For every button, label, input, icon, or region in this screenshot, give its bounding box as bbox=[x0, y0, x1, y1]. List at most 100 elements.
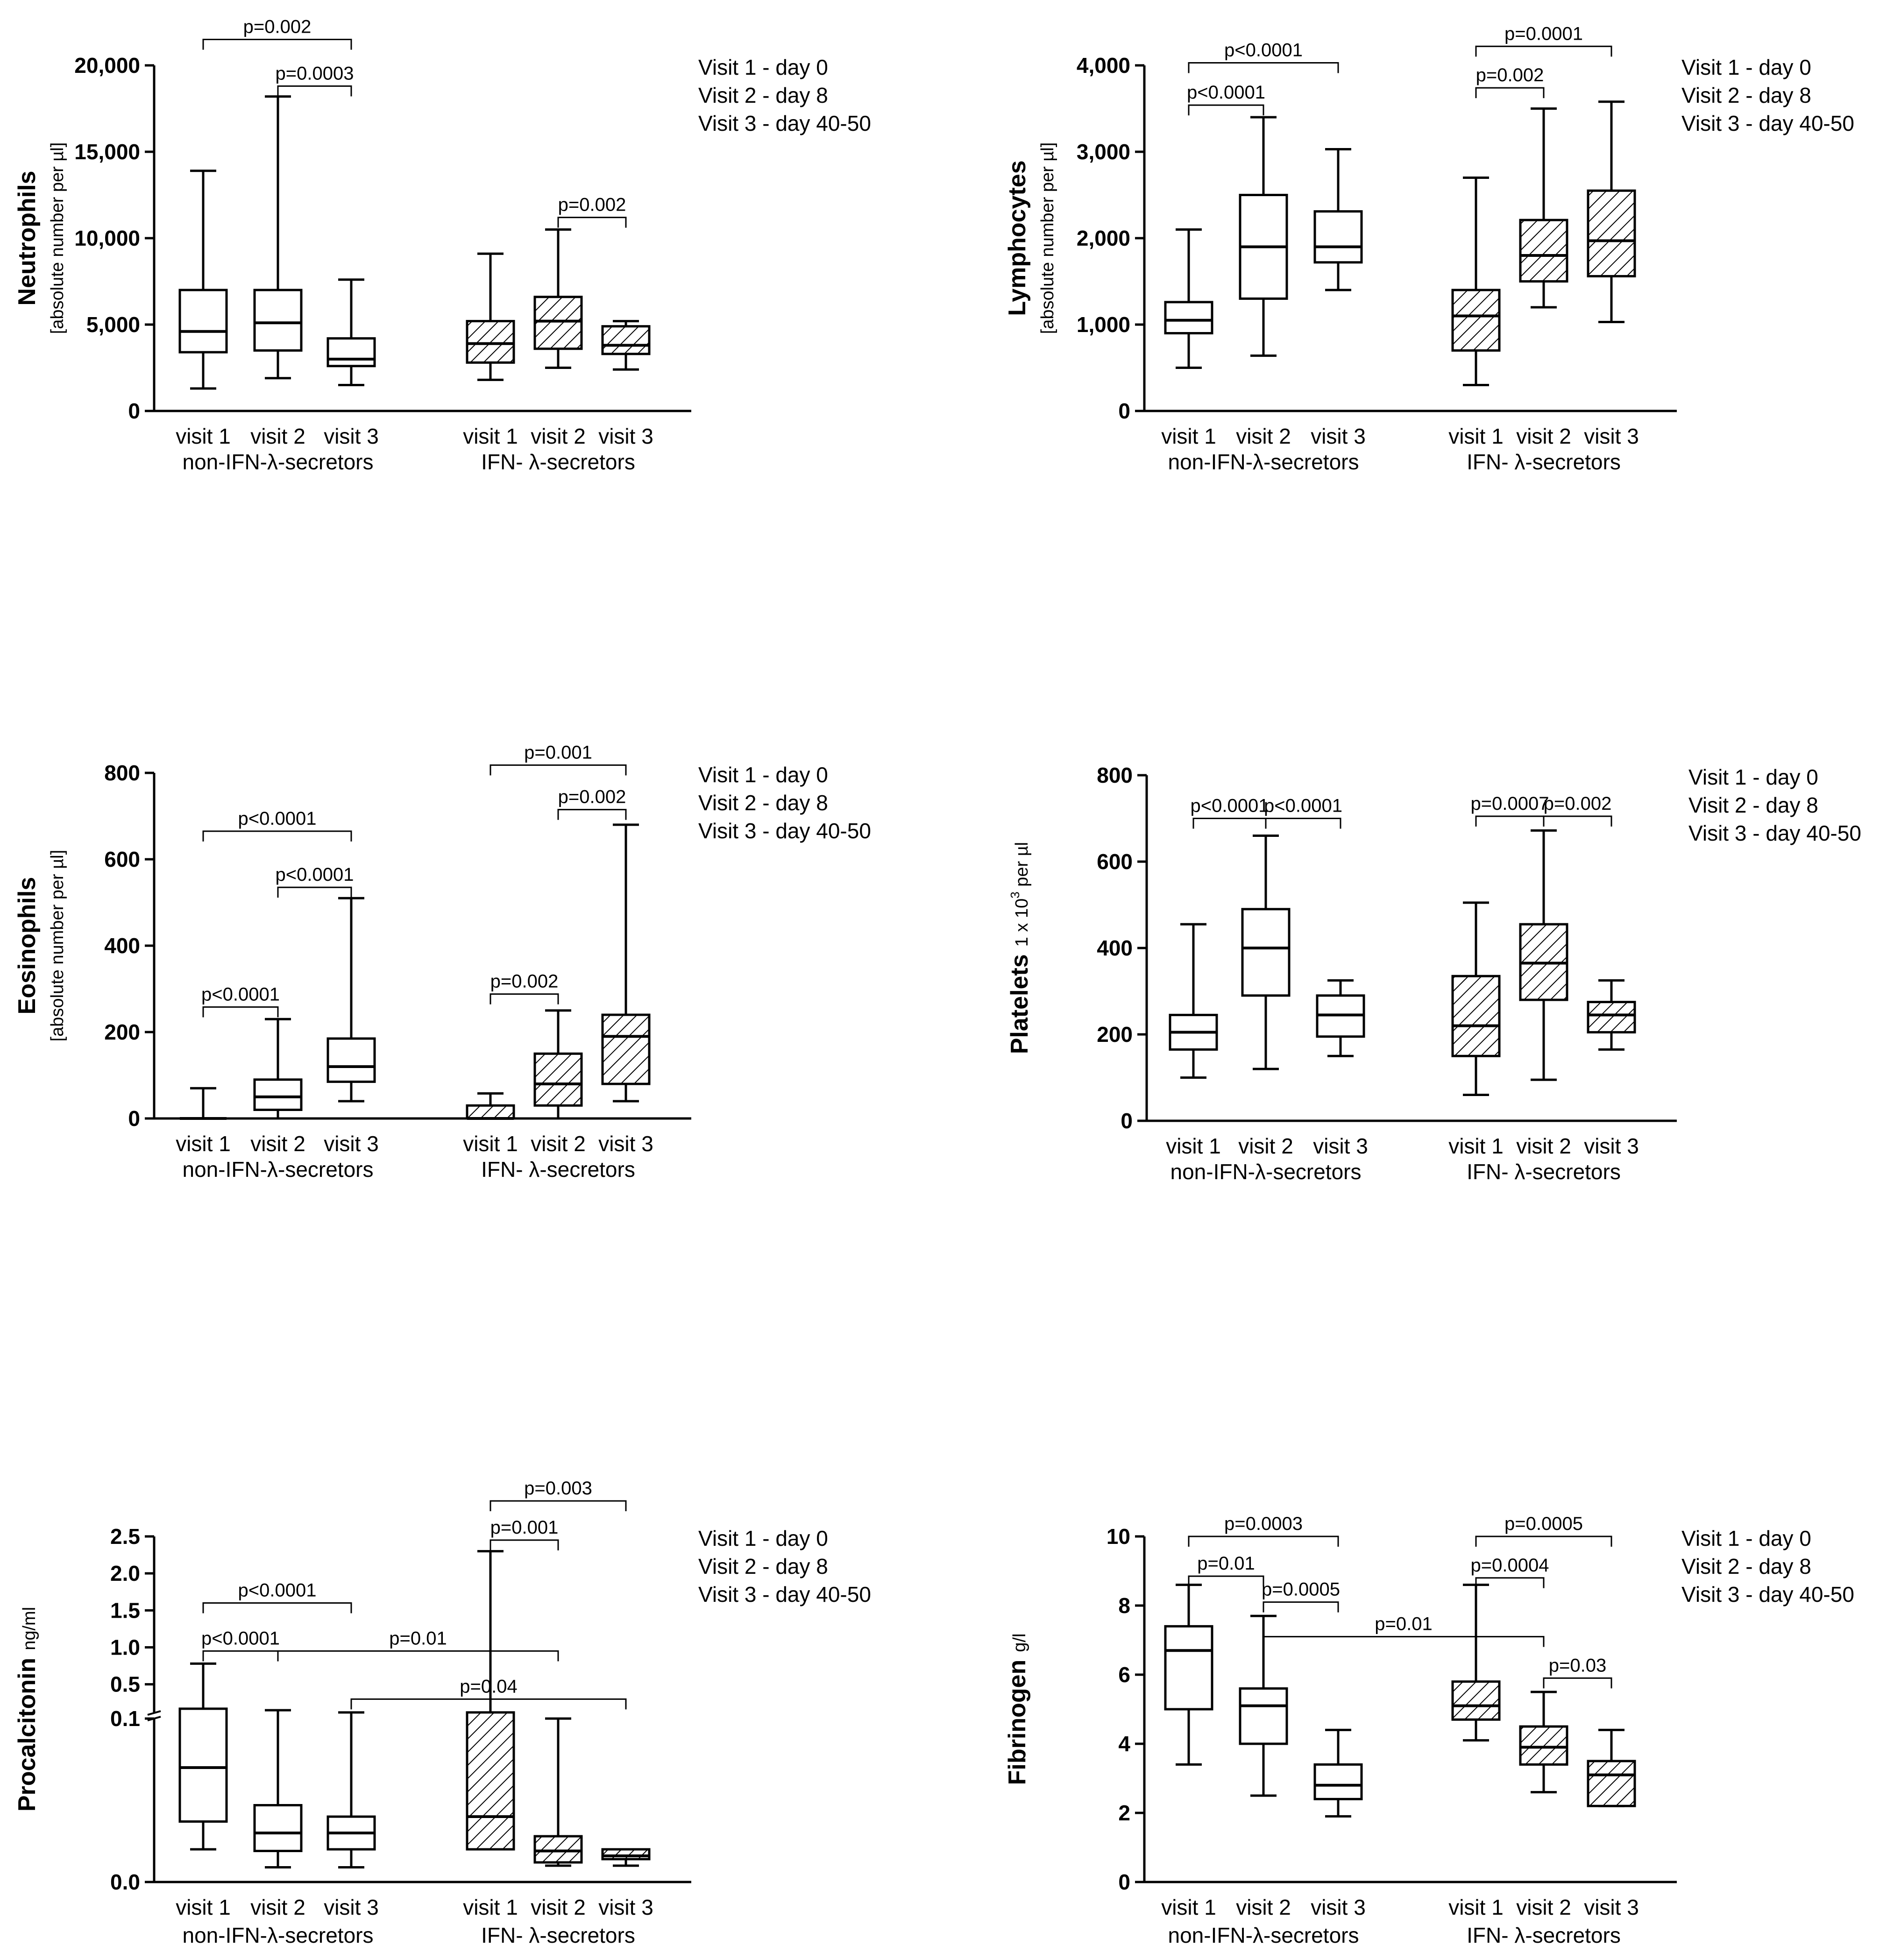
significance-bracket: p=0.04 bbox=[350, 1676, 627, 1710]
x-category-label: visit 2 bbox=[1516, 424, 1571, 448]
group-label: IFN- λ-secretors bbox=[481, 1157, 635, 1182]
significance-bracket: p<0.0001 bbox=[1187, 82, 1265, 116]
significance-bracket: p=0.003 bbox=[489, 1478, 627, 1511]
box-iqr bbox=[253, 1078, 303, 1111]
box-iqr bbox=[533, 1052, 583, 1107]
box-3 bbox=[1313, 1728, 1363, 1818]
x-category-label: visit 2 bbox=[1238, 1134, 1293, 1158]
panel-neutrophils: 0 5,000 10,000 15,000 20,000 Neutrophils [abso… bbox=[14, 17, 871, 474]
y-tick-label: 200 bbox=[1097, 1022, 1133, 1047]
y-tick-label: 0 bbox=[128, 1106, 140, 1131]
x-category-label: visit 3 bbox=[598, 1132, 653, 1156]
y-tick-label: 10 bbox=[1107, 1524, 1130, 1549]
significance-bracket: p=0.0005 bbox=[1475, 1514, 1612, 1547]
x-category-label: visit 2 bbox=[1236, 1895, 1291, 1919]
legend-entry: Visit 2 - day 8 bbox=[1688, 793, 1818, 817]
box-1 bbox=[1164, 1584, 1213, 1766]
box-iqr bbox=[533, 1835, 583, 1864]
x-category-label: visit 3 bbox=[1584, 1134, 1639, 1158]
box-4 bbox=[466, 252, 515, 381]
x-category-label: visit 3 bbox=[324, 1895, 379, 1919]
group-label: IFN- λ-secretors bbox=[481, 450, 635, 474]
x-category-label: visit 3 bbox=[598, 424, 653, 448]
box-5 bbox=[1519, 829, 1568, 1081]
box-4 bbox=[1451, 177, 1501, 386]
significance-bracket: p=0.001 bbox=[489, 742, 627, 776]
y-axis-label: Platelets1 x 103 per µl bbox=[1006, 842, 1033, 1054]
group-label: IFN- λ-secretors bbox=[1467, 1160, 1621, 1184]
box-3 bbox=[1313, 148, 1363, 291]
y-tick-label: 20,000 bbox=[74, 53, 140, 78]
group-label: non-IFN-λ-secretors bbox=[1170, 1160, 1362, 1184]
significance-bracket: p=0.0007 bbox=[1471, 793, 1549, 827]
panel-platelets: 0 200 400 600 800 Platelets1 x 103 per µl visi… bbox=[1006, 763, 1861, 1184]
x-category-label: visit 3 bbox=[324, 424, 379, 448]
y-tick-label: 8 bbox=[1118, 1593, 1130, 1618]
box-3 bbox=[326, 278, 376, 386]
box-6 bbox=[601, 1848, 651, 1867]
significance-bracket: p<0.0001 bbox=[1188, 40, 1339, 73]
x-category-label: visit 1 bbox=[1448, 424, 1504, 448]
y-axis-label: Fibrinogeng/l bbox=[1004, 1634, 1031, 1785]
significance-bracket: p<0.0001 bbox=[202, 1580, 352, 1613]
legend-entry: Visit 3 - day 40-50 bbox=[698, 1582, 871, 1606]
box-1 bbox=[178, 1662, 228, 1851]
p-value-label: p=0.0003 bbox=[276, 63, 354, 84]
x-category-label: visit 2 bbox=[250, 1132, 305, 1156]
y-axis-label: Lymphocytes bbox=[1004, 160, 1031, 316]
box-2 bbox=[253, 1018, 303, 1120]
legend-entry: Visit 1 - day 0 bbox=[1681, 1526, 1811, 1550]
box-iqr bbox=[1451, 1680, 1501, 1721]
box-iqr bbox=[253, 1804, 303, 1852]
p-value-label: p<0.0001 bbox=[238, 808, 317, 829]
significance-bracket: p<0.0001 bbox=[1264, 796, 1342, 829]
significance-bracket: p=0.002 bbox=[1543, 793, 1612, 827]
p-value-label: p=0.04 bbox=[460, 1676, 517, 1697]
y-tick-label: 6 bbox=[1118, 1663, 1130, 1687]
significance-bracket: p=0.002 bbox=[489, 971, 559, 1005]
significance-bracket: p=0.0001 bbox=[1475, 23, 1612, 57]
box-4 bbox=[466, 1550, 515, 1851]
y-tick-label: 4 bbox=[1118, 1732, 1130, 1756]
box-1 bbox=[178, 170, 228, 390]
box-6 bbox=[1587, 1728, 1636, 1807]
x-category-label: visit 3 bbox=[1584, 1895, 1639, 1919]
y-tick-label: 2,000 bbox=[1077, 226, 1130, 250]
p-value-label: p<0.0001 bbox=[238, 1580, 317, 1601]
significance-bracket: p<0.0001 bbox=[202, 808, 352, 842]
box-5 bbox=[533, 1009, 583, 1120]
box-1 bbox=[180, 1087, 227, 1120]
legend-entry: Visit 2 - day 8 bbox=[698, 83, 828, 107]
p-value-label: p=0.01 bbox=[1375, 1614, 1432, 1635]
p-value-label: p=0.03 bbox=[1549, 1655, 1606, 1676]
x-category-label: visit 1 bbox=[176, 1895, 231, 1919]
y-tick-label: 0.5 bbox=[110, 1672, 140, 1697]
y-axis-unit: [absolute number per µl] bbox=[48, 850, 67, 1042]
x-category-label: visit 3 bbox=[598, 1895, 653, 1919]
p-value-label: p=0.002 bbox=[1476, 65, 1544, 85]
box-iqr bbox=[1519, 1725, 1568, 1766]
y-tick-label: 2.5 bbox=[110, 1524, 140, 1549]
p-value-label: p=0.001 bbox=[490, 1517, 559, 1538]
panel-procalcitonin: 0.0 0.1 0.5 1.0 1.5 2.0 2.5 Procalcitoninng/ml v… bbox=[14, 1478, 871, 1947]
p-value-label: p=0.0004 bbox=[1471, 1555, 1549, 1576]
p-value-label: p=0.002 bbox=[490, 971, 559, 992]
group-label: IFN- λ-secretors bbox=[1467, 450, 1621, 474]
y-tick-label: 2.0 bbox=[110, 1561, 140, 1585]
group-label: non-IFN-λ-secretors bbox=[183, 450, 374, 474]
legend-entry: Visit 3 - day 40-50 bbox=[1688, 821, 1861, 845]
x-category-label: visit 1 bbox=[1161, 1895, 1216, 1919]
legend-entry: Visit 1 - day 0 bbox=[1688, 765, 1818, 789]
group-label: non-IFN-λ-secretors bbox=[183, 1923, 374, 1947]
p-value-label: p<0.0001 bbox=[1224, 40, 1303, 60]
box-iqr bbox=[466, 1104, 515, 1120]
significance-bracket: p=0.01 bbox=[1263, 1614, 1545, 1647]
box-iqr bbox=[1587, 1760, 1636, 1807]
box-iqr bbox=[1241, 908, 1291, 997]
y-tick-label: 200 bbox=[104, 1020, 140, 1044]
significance-bracket: p<0.0001 bbox=[276, 864, 354, 898]
box-3 bbox=[326, 897, 376, 1103]
box-iqr bbox=[466, 1711, 515, 1851]
p-value-label: p<0.0001 bbox=[201, 984, 280, 1005]
